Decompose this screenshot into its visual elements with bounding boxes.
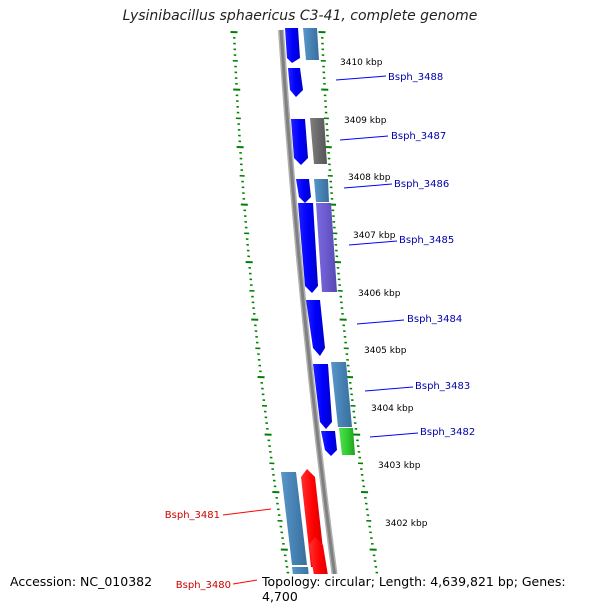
- gene-label[interactable]: Bsph_3485: [399, 235, 454, 246]
- kbp-labels: 3410 kbp 3409 kbp 3408 kbp 3407 kbp 3406…: [340, 58, 428, 529]
- kbp-label: 3410 kbp: [340, 58, 383, 68]
- gene-label[interactable]: Bsph_3488: [388, 72, 443, 83]
- gene-label[interactable]: Bsph_3486: [394, 179, 449, 190]
- cog-block: [314, 179, 329, 202]
- accession-label: Accession: NC_010382: [10, 574, 152, 589]
- kbp-label: 3403 kbp: [378, 461, 421, 471]
- gene-arrow[interactable]: [321, 431, 337, 456]
- gene-label[interactable]: Bsph_3481: [165, 510, 220, 521]
- kbp-label: 3408 kbp: [348, 173, 391, 183]
- cog-block: [303, 28, 319, 60]
- leader-line: [336, 76, 386, 80]
- kbp-label: 3409 kbp: [344, 116, 387, 126]
- kbp-label: 3406 kbp: [358, 289, 401, 299]
- kbp-label: 3402 kbp: [385, 519, 428, 529]
- gene-label[interactable]: Bsph_3487: [391, 131, 446, 142]
- leader-line: [357, 320, 404, 324]
- leader-line: [370, 433, 418, 437]
- kbp-label: 3407 kbp: [353, 231, 396, 241]
- cog-block: [310, 118, 327, 164]
- gene-arrow[interactable]: [296, 179, 311, 203]
- gene-label[interactable]: Bsph_3482: [420, 427, 475, 438]
- leader-line: [223, 509, 271, 515]
- gene-arrow[interactable]: [291, 119, 308, 165]
- gene-arrow[interactable]: [285, 28, 300, 63]
- gene-label[interactable]: Bsph_3484: [407, 314, 462, 325]
- forward-gene-labels: Bsph_3488 Bsph_3487 Bsph_3486 Bsph_3485 …: [336, 72, 475, 438]
- kbp-label: 3405 kbp: [364, 346, 407, 356]
- leader-line: [365, 387, 413, 391]
- cog-block: [339, 428, 355, 455]
- leader-line: [233, 580, 257, 584]
- gene-arrow[interactable]: [288, 68, 303, 97]
- outer-tick-ruler: [231, 32, 293, 596]
- leader-line: [340, 136, 388, 140]
- kbp-label: 3404 kbp: [371, 404, 414, 414]
- leader-line: [349, 241, 397, 245]
- reverse-gene-labels: Bsph_3481 Bsph_3480: [165, 509, 271, 591]
- gene-label[interactable]: Bsph_3480: [176, 580, 231, 591]
- leader-line: [344, 184, 392, 188]
- gene-label[interactable]: Bsph_3483: [415, 381, 470, 392]
